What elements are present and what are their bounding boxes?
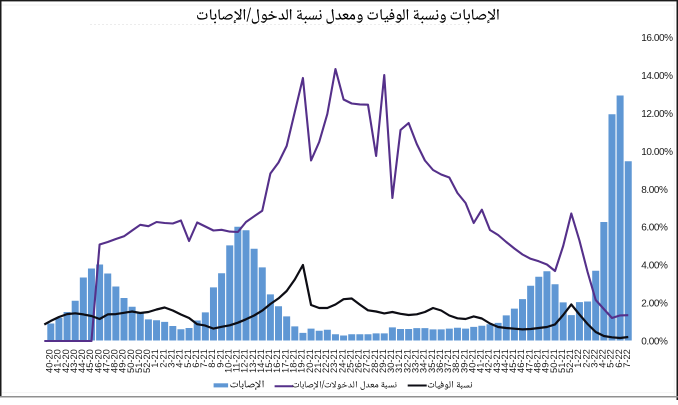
svg-text:10.00%: 10.00% (641, 147, 673, 158)
svg-text:6.00%: 6.00% (641, 223, 668, 234)
svg-text:14.00%: 14.00% (641, 71, 673, 82)
svg-text:4.00%: 4.00% (641, 261, 668, 272)
svg-text:12.00%: 12.00% (641, 109, 673, 120)
svg-text:8.00%: 8.00% (641, 185, 668, 196)
svg-text:2.00%: 2.00% (641, 299, 668, 310)
svg-text:16.00%: 16.00% (641, 33, 673, 44)
svg-text:0.00%: 0.00% (641, 336, 668, 347)
svg-text:7-22: 7-22 (622, 349, 632, 368)
